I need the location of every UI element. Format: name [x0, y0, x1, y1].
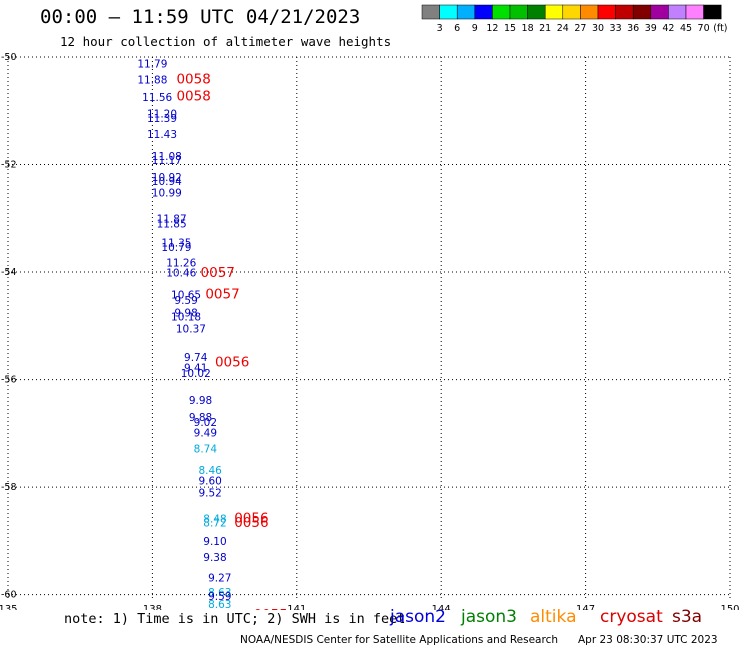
satellite-name: altika: [530, 607, 577, 627]
wave-height-reading: 10.99: [152, 187, 182, 199]
wave-height-reading: 8.74: [194, 443, 218, 455]
wave-height-reading: 8.63: [208, 587, 231, 599]
latitude-tick-label: -54: [1, 267, 17, 278]
wave-height-reading: 10.46: [166, 268, 196, 280]
pass-time-label: 0056: [215, 354, 249, 370]
legend-label: 15: [504, 23, 516, 34]
legend-label: 3: [437, 23, 443, 34]
wave-height-reading: 11.17: [152, 155, 182, 167]
wave-height-reading: 9.49: [194, 427, 217, 439]
latitude-tick-label: -56: [1, 375, 17, 386]
wave-height-reading: 9.98: [189, 395, 212, 407]
wave-height-reading: 11.08: [152, 151, 182, 163]
latitude-tick-label: -58: [1, 482, 17, 493]
legend-label: 39: [645, 23, 657, 34]
satellite-name: jason2: [390, 607, 446, 627]
wave-height-reading: 11.87: [157, 213, 187, 225]
longitude-tick-label: 144: [432, 604, 451, 610]
pass-time-label: 0055: [253, 607, 287, 610]
wave-height-reading: 9.59: [208, 591, 231, 603]
legend-label: 30: [592, 23, 604, 34]
longitude-tick-label: 135: [0, 604, 18, 610]
wave-height-reading: 9.60: [198, 476, 221, 488]
wave-height-reading: 10.37: [176, 324, 206, 336]
pass-time-label: 0058: [176, 72, 210, 88]
wave-height-reading: 8.72: [203, 518, 226, 530]
satellite-name: cryosat: [600, 607, 663, 627]
legend-label: 36: [627, 23, 639, 34]
wave-height-reading: 11.35: [161, 237, 191, 249]
page-title: 00:00 – 11:59 UTC 04/21/2023: [40, 6, 361, 28]
wave-height-reading: 11.79: [137, 58, 167, 70]
latitude-tick-label: -50: [1, 52, 17, 63]
wave-height-reading: 8.48: [203, 513, 226, 525]
wave-height-reading: 9.74: [184, 352, 208, 364]
legend-label: 6: [454, 23, 460, 34]
wave-height-reading: 9.98: [174, 307, 197, 319]
satellite-name: s3a: [672, 607, 703, 627]
wave-height-reading: 10.65: [171, 290, 201, 302]
wave-height-reading: 9.10: [203, 536, 226, 548]
legend-label: 70: [698, 23, 710, 34]
legend-label: 9: [472, 23, 478, 34]
legend-label: 45: [680, 23, 692, 34]
wave-height-reading: 8.61: [208, 609, 231, 610]
wave-height-legend: 3 6 9 12 15 18 21 24 27 30 33 36 39 42 45 70 (ft): [421, 4, 728, 34]
legend-label: 21: [539, 23, 551, 34]
latitude-tick-label: -60: [1, 590, 17, 601]
longitude-tick-label: 141: [287, 604, 306, 610]
longitude-tick-label: 138: [143, 604, 162, 610]
wave-height-reading: 9.02: [194, 417, 217, 429]
wave-height-reading: 10.18: [171, 312, 201, 324]
legend-swatch: [703, 4, 722, 20]
page-subtitle: 12 hour collection of altimeter wave hei…: [60, 34, 392, 49]
wave-height-reading: 11.85: [157, 219, 187, 231]
satellite-name: jason3: [461, 607, 517, 627]
wave-height-reading: 10.94: [152, 176, 182, 188]
wave-height-reading: 10.79: [161, 242, 191, 254]
wave-height-reading: 11.39: [147, 113, 177, 125]
pass-time-label: 0058: [176, 89, 210, 105]
wave-height-reading: 10.92: [152, 172, 182, 184]
legend-label: 27: [574, 23, 586, 34]
legend-label: 18: [522, 23, 534, 34]
pass-time-label: 0056: [234, 515, 268, 531]
legend-label: 33: [610, 23, 622, 34]
pass-time-label: 0057: [201, 265, 235, 281]
latitude-tick-label: -52: [1, 160, 17, 171]
longitude-tick-label: 147: [576, 604, 595, 610]
wave-height-reading: 9.52: [198, 487, 221, 499]
wave-height-reading: 9.27: [208, 572, 231, 584]
wave-height-reading: 10.02: [181, 368, 211, 380]
wave-height-reading: 11.56: [142, 92, 172, 104]
pass-time-label: 0057: [205, 287, 239, 303]
credit-line: NOAA/NESDIS Center for Satellite Applica…: [240, 634, 558, 646]
wave-height-reading: 11.88: [137, 75, 167, 87]
wave-height-reading: 11.43: [147, 129, 177, 141]
wave-height-reading: 9.59: [174, 295, 197, 307]
legend-label: 24: [557, 23, 569, 34]
longitude-tick-label: 150: [720, 604, 739, 610]
legend-unit: (ft): [713, 23, 727, 34]
altimeter-map: 135 138 141 144 147 150 -50 -52 -54 -56 -58 -60 11.7…: [0, 52, 740, 610]
wave-height-reading: 9.38: [203, 552, 226, 564]
wave-height-reading: 11.26: [166, 257, 196, 269]
legend-label: 42: [662, 23, 674, 34]
wave-height-reading: 8.63: [208, 599, 231, 610]
wave-height-reading: 9.88: [189, 412, 212, 424]
footer-note: note: 1) Time is in UTC; 2) SWH is in fe…: [64, 611, 406, 627]
wave-height-reading: 11.20: [147, 108, 177, 120]
pass-time-label: 0056: [234, 511, 268, 527]
wave-height-reading: 8.46: [198, 465, 222, 477]
generation-timestamp: Apr 23 08:30:37 UTC 2023: [578, 634, 718, 646]
legend-label: 12: [486, 23, 498, 34]
wave-height-reading: 9.41: [184, 363, 207, 375]
